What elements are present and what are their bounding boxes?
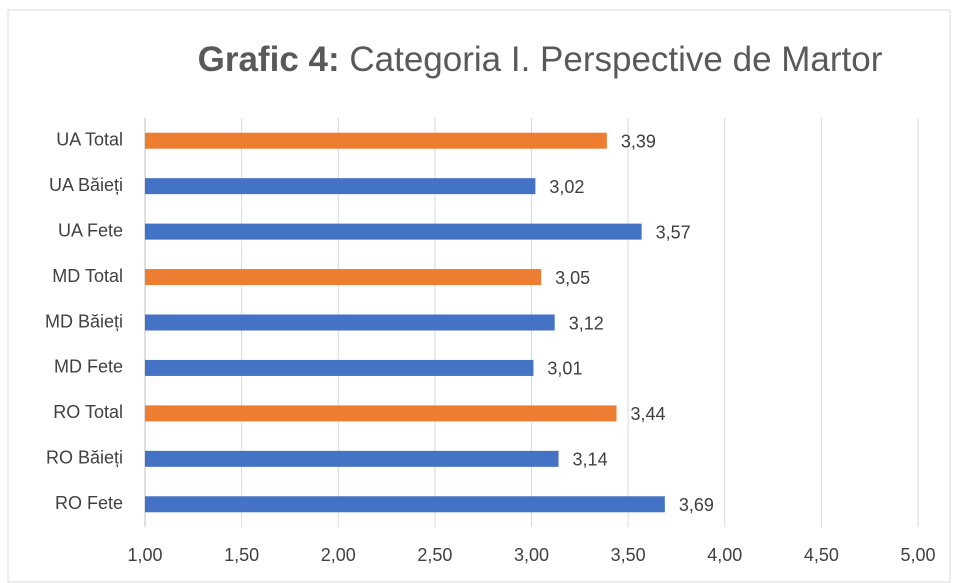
data-label: 3,02 (549, 177, 584, 197)
y-tick-label: RO Total (53, 402, 123, 422)
x-tick-label: 5,00 (900, 545, 935, 565)
data-label: 3,01 (547, 359, 582, 379)
data-label: 3,39 (621, 131, 656, 151)
chart-frame (7, 9, 951, 583)
bar (145, 496, 665, 513)
y-tick-label: RO Băieți (46, 448, 123, 468)
y-tick-label: MD Fete (54, 357, 123, 377)
bar (145, 269, 542, 286)
x-tick-label: 2,00 (321, 545, 356, 565)
bar (145, 450, 559, 467)
title-text: Categoria I. Perspective de Martor (349, 40, 882, 79)
y-tick-label: RO Fete (55, 493, 123, 513)
x-tick-label: 3,50 (611, 545, 646, 565)
y-tick-label: UA Total (56, 129, 123, 149)
bar (145, 178, 536, 195)
bar (145, 314, 555, 331)
data-label: 3,57 (656, 222, 691, 242)
x-tick-label: 1,00 (127, 545, 162, 565)
y-tick-label: MD Băieți (45, 311, 123, 331)
bar (145, 223, 642, 240)
x-tick-label: 1,50 (224, 545, 259, 565)
title-prefix: Grafic 4: (198, 40, 340, 79)
data-label: 3,12 (569, 313, 604, 333)
bar (145, 359, 534, 376)
x-tick-label: 3,00 (514, 545, 549, 565)
data-label: 3,69 (679, 495, 714, 515)
bar (145, 405, 617, 422)
y-tick-label: UA Băieți (49, 175, 123, 195)
x-tick-label: 4,50 (804, 545, 839, 565)
chart-title: Grafic 4: Categoria I. Perspective de Ma… (198, 40, 883, 79)
y-tick-label: MD Total (52, 266, 123, 286)
y-tick-label: UA Fete (58, 220, 123, 240)
x-tick-label: 2,50 (417, 545, 452, 565)
x-tick-label: 4,00 (707, 545, 742, 565)
data-label: 3,05 (555, 268, 590, 288)
data-label: 3,14 (573, 450, 608, 470)
data-label: 3,44 (631, 404, 666, 424)
bar (145, 132, 607, 149)
